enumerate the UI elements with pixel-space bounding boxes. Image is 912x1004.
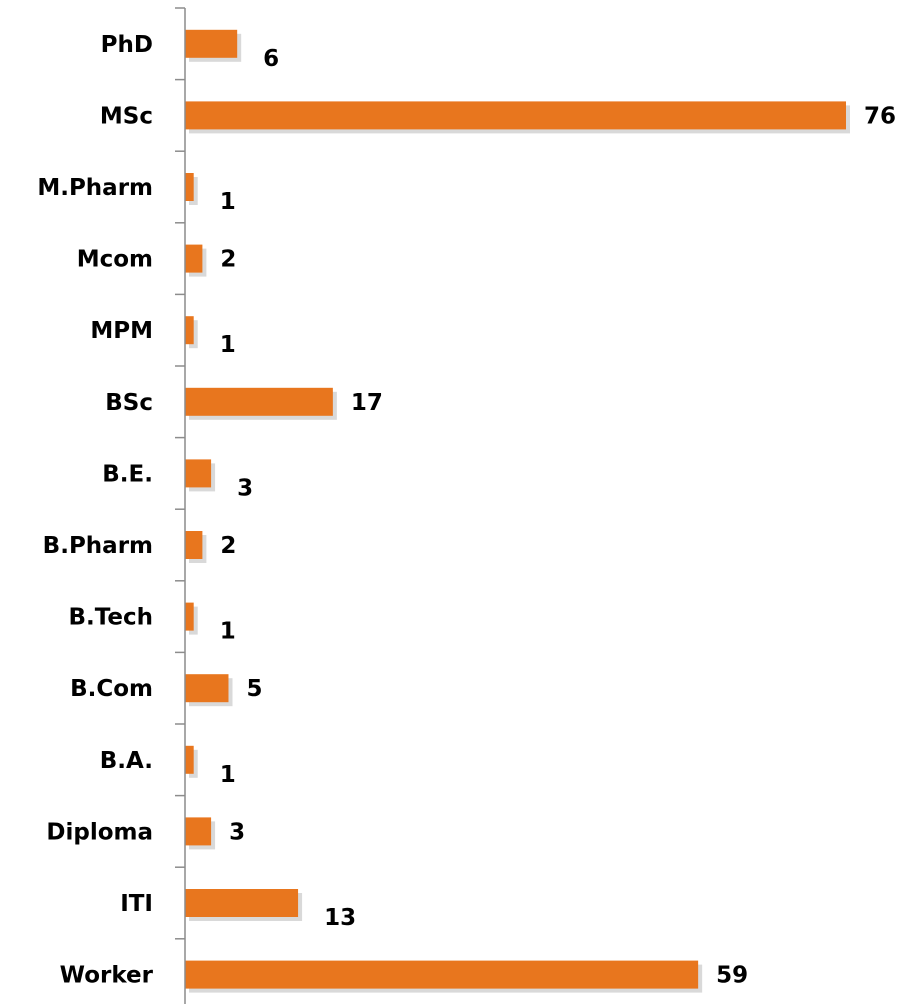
category-label: ITI — [120, 891, 153, 917]
value-label: 2 — [220, 533, 236, 559]
bars-group — [185, 29, 850, 993]
bar-mpm — [185, 316, 194, 345]
category-label: B.E. — [102, 461, 153, 487]
bar-b-com — [185, 674, 229, 703]
bar-msc — [185, 101, 846, 130]
value-label: 6 — [263, 46, 279, 72]
category-label: B.Com — [70, 676, 153, 702]
axis-ticks — [175, 7, 185, 940]
value-label: 3 — [237, 475, 253, 501]
category-label: B.Pharm — [43, 533, 153, 559]
value-label: 17 — [351, 390, 383, 416]
category-label: B.A. — [100, 748, 153, 774]
bar-iti — [185, 889, 299, 917]
category-label: M.Pharm — [37, 175, 153, 201]
value-label: 1 — [220, 762, 236, 788]
value-label: 1 — [220, 189, 236, 215]
category-label: Mcom — [77, 247, 153, 273]
bar-b-e- — [185, 459, 212, 488]
category-label: Diploma — [46, 819, 153, 845]
value-label: 76 — [864, 103, 896, 129]
category-label: B.Tech — [68, 605, 153, 631]
bar-b-a- — [185, 745, 194, 774]
bar-b-pharm — [185, 531, 203, 559]
value-label: 5 — [246, 676, 262, 702]
category-label: MSc — [100, 103, 153, 129]
value-label: 1 — [220, 619, 236, 645]
bar-m-pharm — [185, 173, 194, 201]
category-labels: PhD MSc M.Pharm Mcom MPM BSc B.E. B.Pharm B.Tech… — [37, 32, 153, 989]
value-label: 13 — [324, 905, 356, 931]
bar-worker — [185, 960, 699, 989]
value-label: 3 — [229, 819, 245, 845]
value-label: 2 — [220, 247, 236, 273]
bar-mcom — [185, 244, 203, 273]
category-label: Worker — [60, 963, 154, 989]
category-label: PhD — [101, 32, 153, 58]
bar-phd — [185, 29, 238, 58]
bar-diploma — [185, 817, 212, 846]
bar-b-tech — [185, 602, 194, 631]
value-label: 59 — [716, 963, 748, 989]
category-label: BSc — [105, 390, 153, 416]
bar-bsc — [185, 387, 333, 416]
value-label: 1 — [220, 332, 236, 358]
category-label: MPM — [90, 318, 153, 344]
